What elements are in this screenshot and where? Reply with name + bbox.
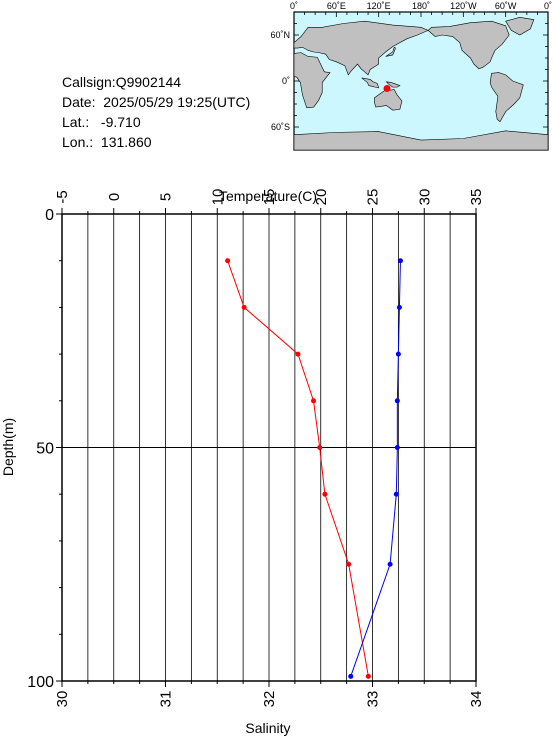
map-lat-tick-label: 60˚N bbox=[270, 30, 290, 40]
temperature-tick-label: 30 bbox=[416, 189, 433, 206]
salinity-axis-title: Salinity bbox=[245, 720, 290, 736]
map-lon-tick-label: 0˚ bbox=[544, 1, 552, 11]
temperature-axis-title: Temperature(C) bbox=[219, 188, 317, 204]
temperature-data-point bbox=[322, 491, 328, 497]
latitude-label: Lat.: -9.710 bbox=[62, 114, 141, 130]
temperature-tick-label: 5 bbox=[158, 193, 175, 201]
map-lon-tick-label: 0˚ bbox=[290, 1, 298, 11]
salinity-tick-label: 31 bbox=[158, 691, 175, 708]
temperature-data-point bbox=[241, 304, 247, 310]
chart-grid bbox=[62, 214, 476, 681]
landmass-africa bbox=[293, 52, 331, 109]
salinity-data-point bbox=[393, 491, 399, 497]
landmass-papua bbox=[385, 81, 401, 88]
temperature-data-point bbox=[295, 351, 301, 357]
landmass-eurasia bbox=[293, 20, 429, 76]
world-map-inset: 0˚ 60˚E 120˚E 180˚ 120˚W 60˚W 0˚ 60˚N 0˚ 60˚S bbox=[270, 1, 552, 151]
salinity-data-point bbox=[395, 351, 401, 357]
callsign-label: Callsign:Q9902144 bbox=[62, 74, 182, 90]
temperature-tick-label: 10 bbox=[209, 189, 226, 206]
landmass-japan bbox=[385, 46, 396, 57]
salinity-data-point bbox=[394, 445, 400, 450]
map-lat-tick-label: 0˚ bbox=[282, 76, 290, 86]
landmass-greenland bbox=[505, 17, 535, 36]
temperature-profile-line bbox=[227, 260, 369, 677]
landmass-south-america bbox=[489, 72, 524, 123]
temperature-tick-label: 15 bbox=[261, 189, 278, 206]
landmass-antarctica bbox=[293, 130, 549, 151]
float-location-marker bbox=[383, 84, 391, 92]
temperature-data-point bbox=[317, 445, 323, 450]
salinity-tick-label: 33 bbox=[365, 691, 382, 708]
salinity-data-point bbox=[394, 398, 400, 404]
temperature-data-point bbox=[311, 398, 317, 404]
landmass-north-america bbox=[427, 20, 510, 70]
chart-series bbox=[225, 258, 403, 679]
depth-axis-title: Depth(m) bbox=[0, 418, 16, 476]
salinity-tick-label: 30 bbox=[54, 691, 71, 708]
salinity-data-point bbox=[387, 561, 393, 567]
map-lon-tick-label: 120˚E bbox=[367, 1, 391, 11]
depth-tick-label: 100 bbox=[27, 674, 54, 691]
map-lon-tick-label: 60˚E bbox=[327, 1, 346, 11]
longitude-label: Lon.: 131.860 bbox=[62, 134, 152, 150]
temperature-tick-label: -5 bbox=[54, 190, 71, 203]
temperature-data-point bbox=[225, 258, 231, 264]
temperature-tick-label: 35 bbox=[468, 189, 485, 206]
landmass-indonesia bbox=[361, 77, 380, 89]
salinity-data-point bbox=[348, 673, 354, 679]
temperature-tick-label: 25 bbox=[365, 189, 382, 206]
temperature-tick-label: 0 bbox=[106, 193, 123, 201]
salinity-profile-line bbox=[350, 260, 401, 677]
map-lon-tick-label: 120˚W bbox=[450, 1, 477, 11]
salinity-tick-label: 34 bbox=[468, 691, 485, 708]
float-info-panel: Callsign:Q9902144 Date: 2025/05/29 19:25… bbox=[62, 72, 250, 152]
map-lat-tick-label: 60˚S bbox=[271, 122, 290, 132]
temperature-data-point bbox=[346, 561, 352, 567]
temperature-data-point bbox=[365, 673, 371, 679]
salinity-data-point bbox=[396, 304, 402, 310]
temperature-tick-label: 20 bbox=[313, 189, 330, 206]
map-lon-tick-label: 180˚ bbox=[412, 1, 430, 11]
date-label: Date: 2025/05/29 19:25(UTC) bbox=[62, 94, 251, 110]
depth-tick-label: 0 bbox=[45, 207, 54, 224]
depth-tick-label: 50 bbox=[36, 441, 54, 458]
salinity-tick-label: 32 bbox=[261, 691, 278, 708]
map-landmasses bbox=[293, 17, 549, 151]
map-tick-labels: 0˚ 60˚E 120˚E 180˚ 120˚W 60˚W 0˚ 60˚N 0˚ 60˚S bbox=[270, 1, 552, 132]
map-lon-tick-label: 60˚W bbox=[495, 1, 517, 11]
salinity-data-point bbox=[397, 258, 403, 264]
